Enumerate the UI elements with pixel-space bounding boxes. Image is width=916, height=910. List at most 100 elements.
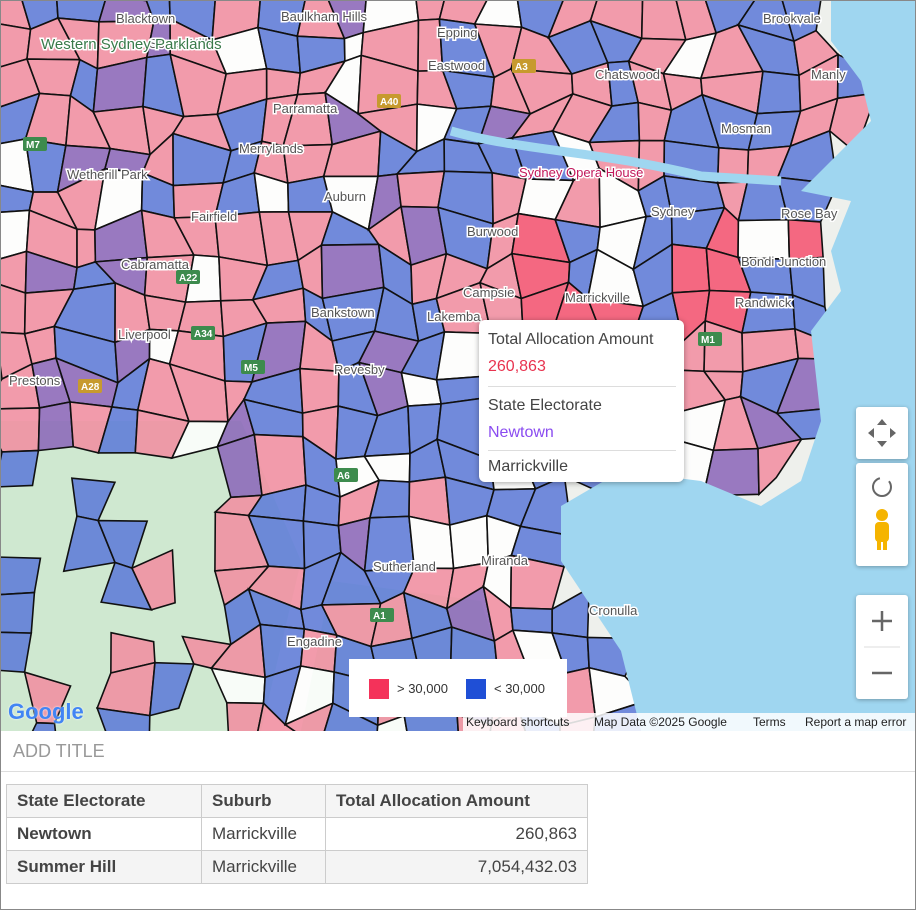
place-label: Randwick [735,295,792,310]
road-shield-bg [241,360,265,374]
road-shield: A6 [337,471,350,482]
place-label: Brookvale [763,11,821,26]
place-label: Epping [437,25,477,40]
legend-label: > 30,000 [397,681,448,696]
tooltip-label: State Electorate [488,397,602,414]
suburb [225,701,265,731]
road-shield-bg [176,270,200,284]
place-label: Fairfield [191,209,237,224]
cell: 7,054,432.03 [325,850,588,884]
suburb [756,70,802,115]
suburb [376,714,408,731]
place-label: Sydney [651,204,695,219]
tooltip-value: Newtown [488,424,554,441]
attribution-link[interactable]: Keyboard shortcuts [466,715,570,729]
place-label: Eastwood [428,58,485,73]
column-header: State Electorate [6,784,202,818]
road-shield-bg [698,332,722,346]
legend: > 30,000 < 30,000 [349,659,567,717]
place-label: Chatswood [595,67,660,82]
suburb [403,714,460,731]
place-label: Burwood [467,224,518,239]
suburb [148,661,195,717]
suburb [1,556,42,596]
place-label: Rose Bay [781,206,838,221]
place-label: Bondi Junction [741,254,826,269]
google-logo: Google [8,699,84,724]
road-shield: A34 [194,329,213,340]
place-label: Baulkham Hills [281,9,367,24]
place-label: Campsie [463,285,514,300]
place-label: Mosman [721,121,771,136]
place-label: Cabramatta [121,257,190,272]
place-label: Revesby [334,362,385,377]
suburb [396,170,446,209]
cell: Summer Hill [6,850,202,884]
suburb [37,401,75,452]
place-label: Bankstown [311,305,375,320]
pan-control[interactable] [856,407,908,459]
road-shield: A3 [515,62,528,73]
column-header: Total Allocation Amount [325,784,588,818]
map[interactable]: Blacktown Seven Hills Baulkham Hills Wester… [1,1,915,731]
suburb [76,228,97,269]
column-header: Suburb [201,784,326,818]
cell: Marrickville [201,817,326,851]
attribution-link[interactable]: Report a map error [805,715,907,729]
cell: Marrickville [201,850,326,884]
place-label: Marrickville [565,290,630,305]
place-label: Merrylands [239,141,304,156]
tooltip-value: 260,863 [488,358,546,375]
cell: 260,863 [325,817,588,851]
road-shield-bg [512,59,536,73]
tooltip-label: Total Allocation Amount [488,331,654,348]
suburb [1,407,41,453]
suburb [757,438,804,497]
attribution-text: Map Data ©2025 Google [594,715,727,729]
road-shield-bg [377,94,401,108]
place-label: Engadine [287,634,342,649]
harbour [449,126,782,186]
road-shield: M7 [26,140,40,151]
road-shield: A40 [380,97,399,108]
place-label: Cronulla [589,603,638,618]
place-label: Western Sydney Parklands [41,36,222,53]
road-shield: A1 [373,611,386,622]
road-shield-bg [191,326,215,340]
data-table: State Electorate Suburb Total Allocation A… [6,784,588,884]
suburb [1,449,40,488]
place-label: Wetherill Park [67,167,148,182]
tooltip: Total Allocation Amount 260,863 State El… [479,320,684,482]
suburbs [1,1,915,731]
road-shield: M1 [701,335,715,346]
place-label: Liverpool [118,327,171,342]
place-label: Blacktown [116,11,175,26]
suburb [95,707,151,731]
legend-label: < 30,000 [494,681,545,696]
suburb [323,702,379,731]
street-view-control[interactable] [856,463,908,566]
road-shield-bg [23,137,47,151]
place-label: Prestons [9,373,61,388]
road-shield: M5 [244,363,258,374]
title-placeholder[interactable]: ADD TITLE [13,741,105,761]
attribution-link[interactable]: Terms [753,715,786,729]
suburb [31,722,57,731]
separator [1,771,915,772]
legend-swatch [466,679,486,699]
place-label: Auburn [324,189,366,204]
zoom-control[interactable] [856,595,908,699]
suburb [671,243,711,294]
place-label: Manly [811,67,846,82]
place-label: Sydney Opera House [519,165,643,180]
road-shield: A28 [81,382,100,393]
place-label: Sutherland [373,559,436,574]
place-label: Lakemba [427,309,481,324]
suburb [257,701,296,731]
suburb [509,607,553,634]
place-label: Parramatta [273,101,338,116]
suburb [1,591,36,634]
tooltip-suburb: Marrickville [488,458,568,475]
